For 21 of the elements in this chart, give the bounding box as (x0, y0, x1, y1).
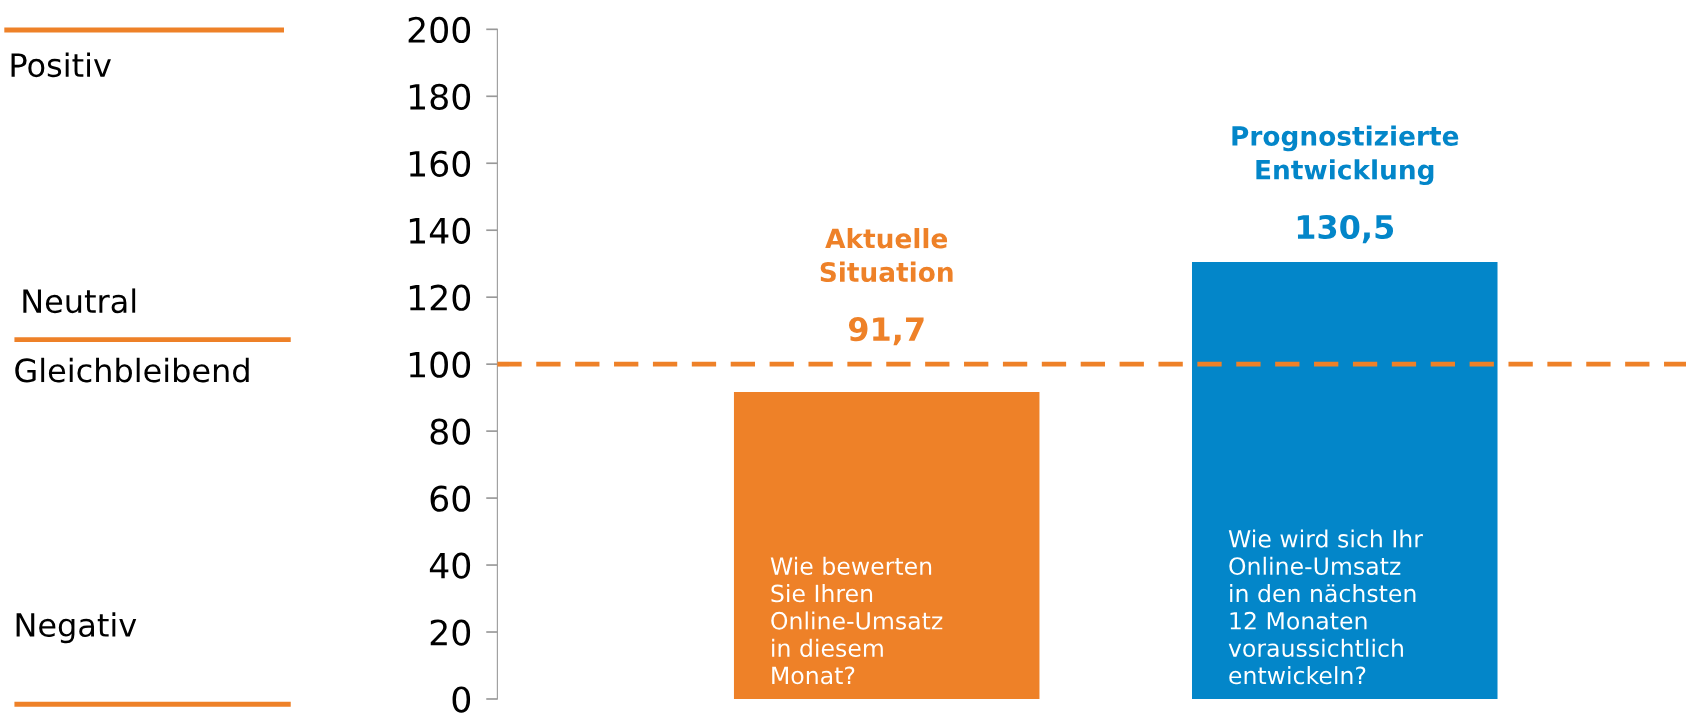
text: Positiv (11, 52, 111, 78)
annotation: Wie bewerten Sie Ihren Online-Umsatz in diesem Monat? (770, 556, 943, 685)
y-tick-label: 20 (430, 619, 471, 646)
y-tick-label: 60 (430, 485, 471, 512)
y-tick-label: 200 (408, 16, 471, 43)
text: Neutral (23, 288, 136, 314)
x-tick-label: Aktuelle Situation (820, 228, 953, 283)
data-label: 91,7 (848, 317, 924, 346)
y-tick-label: 40 (429, 552, 471, 579)
annotation: Wie wird sich Ihr Online-Umsatz in den nächsten 12 Monaten voraussichtlich entwickeln? (1228, 529, 1423, 685)
y-tick-label: 0 (452, 686, 471, 713)
text: Gleichbleibend (15, 357, 249, 383)
data-label: 130,5 (1297, 214, 1394, 244)
y-tick-label: 160 (409, 150, 471, 177)
y-tick-label: 80 (430, 418, 471, 445)
text: Negativ (16, 612, 137, 644)
y-tick-label: 120 (409, 284, 471, 311)
y-tick-label: 180 (409, 83, 471, 110)
y-tick-label: 140 (409, 217, 471, 244)
x-tick-label: Prognostizierte Entwicklung (1232, 125, 1459, 186)
y-tick-label: 100 (409, 351, 471, 378)
